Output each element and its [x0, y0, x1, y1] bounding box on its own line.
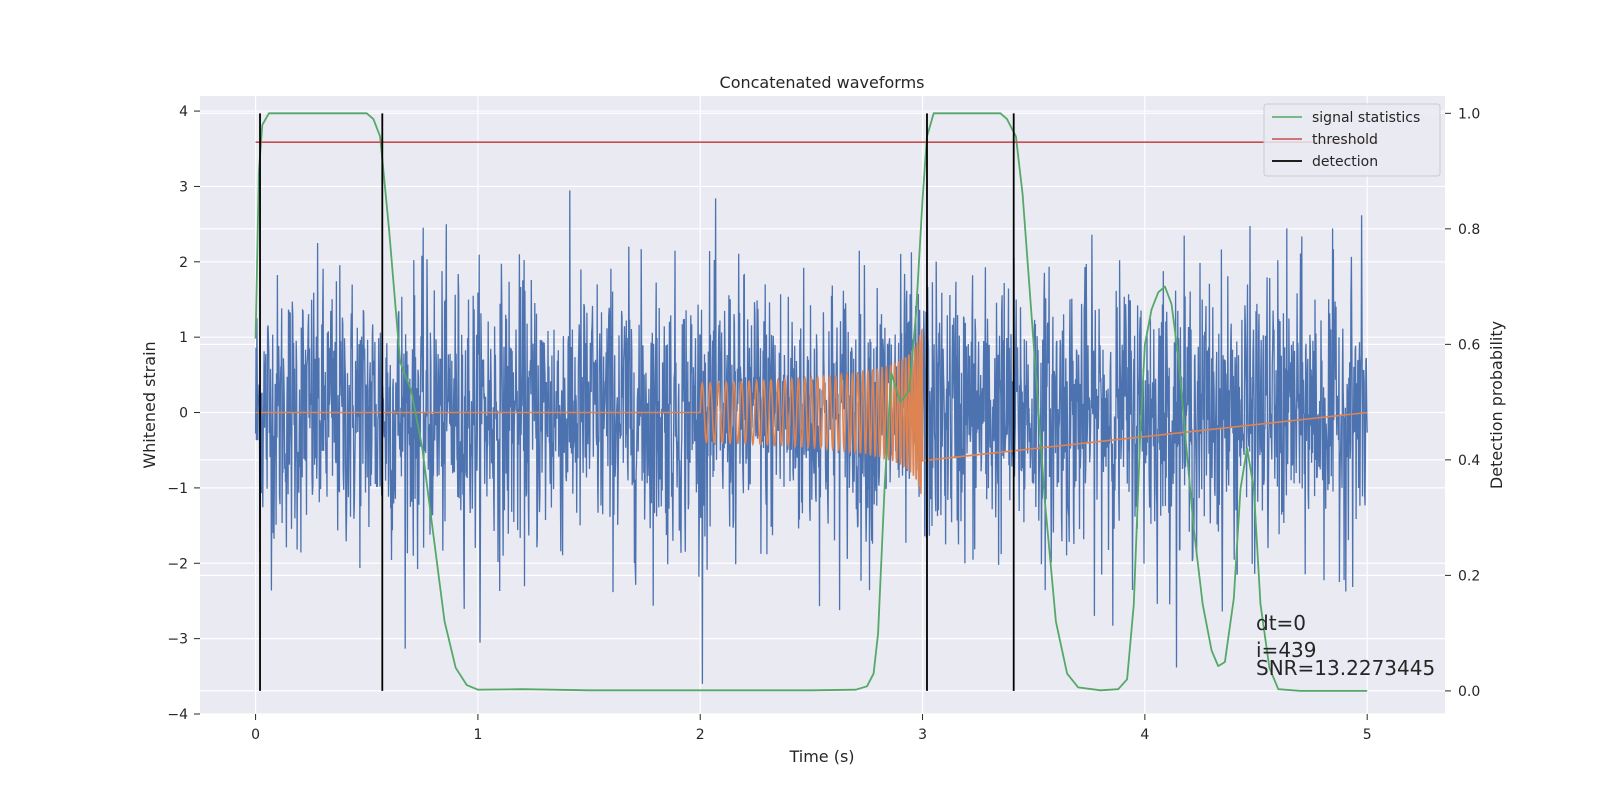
y-right-tick-label: 0.8 — [1458, 222, 1480, 238]
x-tick-label: 3 — [918, 727, 927, 743]
x-tick-label: 2 — [696, 727, 705, 743]
legend-label-detection: detection — [1312, 154, 1378, 170]
x-tick-label: 0 — [251, 727, 260, 743]
tick-labels: 0 1 2 3 4 5 4 3 2 1 0 −1 −2 −3 −4 1.0 0.8 0.6 0.4 0.2 0.0 — [167, 104, 1480, 743]
y-tick-label: −2 — [167, 556, 188, 572]
legend: signal statistics threshold detection — [1263, 103, 1441, 177]
statistics-line — [254, 112, 1368, 692]
statistics-series — [254, 112, 1379, 692]
y-right-tick-label: 0.6 — [1458, 337, 1480, 353]
y-tick-label: 0 — [179, 406, 188, 422]
chirp-line — [255, 328, 1368, 494]
y-axis-label: Whitened strain — [140, 341, 159, 468]
y-tick-label: −1 — [167, 481, 188, 497]
annotation-dt: dt=0 — [1256, 611, 1306, 635]
strain-line — [254, 190, 1368, 684]
chirp-series — [255, 328, 1368, 494]
y-tick-label: 2 — [179, 255, 188, 271]
y-tick-label: 3 — [179, 179, 188, 195]
legend-box — [1263, 103, 1441, 177]
y-right-tick-label: 1.0 — [1458, 106, 1480, 122]
annotation-snr: SNR=13.2273445 — [1256, 656, 1435, 680]
y-tick-label: −4 — [167, 707, 188, 723]
y-tick-label: −3 — [167, 632, 188, 648]
x-axis-label: Time (s) — [788, 747, 854, 766]
legend-label-statistics: signal statistics — [1312, 110, 1420, 126]
strain-series — [254, 190, 1368, 684]
y-axis-right-label: Detection probability — [1487, 321, 1506, 489]
x-tick-label: 1 — [473, 727, 482, 743]
x-tick-label: 5 — [1363, 727, 1372, 743]
y-right-tick-label: 0.4 — [1458, 453, 1480, 469]
y-right-tick-label: 0.0 — [1458, 684, 1480, 700]
x-tick-label: 4 — [1140, 727, 1149, 743]
annotation-i: i=439 — [1256, 638, 1317, 662]
y-right-tick-label: 0.2 — [1458, 568, 1480, 584]
chart-title: Concatenated waveforms — [720, 73, 925, 92]
y-tick-label: 4 — [179, 104, 188, 120]
y-tick-label: 1 — [179, 330, 188, 346]
legend-label-threshold: threshold — [1312, 132, 1378, 148]
